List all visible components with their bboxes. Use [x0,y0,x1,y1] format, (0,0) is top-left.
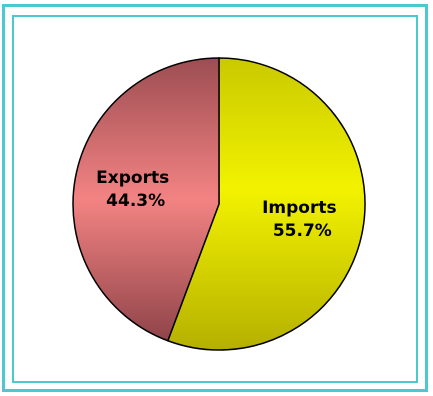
pie-labels: Imports 55.7% Exports 44.3% [96,168,342,241]
slice-label-exports: Exports 44.3% [96,168,175,211]
slice-category-imports: Imports [262,198,337,218]
slice-label-imports: Imports 55.7% [262,198,342,241]
slice-value-exports: 44.3% [106,191,165,211]
pie-slice-imports [166,57,366,351]
slice-value-imports: 55.7% [273,221,332,241]
slice-category-exports: Exports [96,168,169,188]
pie-slices [72,57,366,351]
pie-slice-exports [72,57,220,342]
